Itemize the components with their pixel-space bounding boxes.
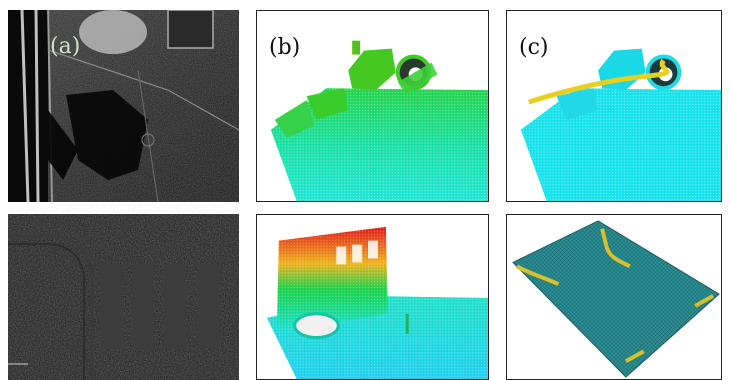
height-colored-cloud-bottom (266, 226, 488, 379)
panel-label-a-top: (a) (50, 34, 81, 59)
classified-cloud-panel-bottom (506, 214, 722, 380)
height-colored-cloud-panel-bottom (256, 214, 489, 380)
panel-label-b-top: (b) (269, 35, 301, 60)
lidar-intensity-image-bottom (8, 214, 239, 380)
panel-label-c-top: (c) (519, 35, 549, 60)
lidar-intensity-image-top (8, 10, 239, 202)
lidar-intensity-panel-bottom (8, 214, 239, 380)
lidar-intensity-panel-top: (a) (8, 10, 239, 202)
classified-cloud-bottom (512, 220, 720, 378)
classified-cloud-top (520, 48, 721, 201)
height-colored-cloud-top (270, 40, 488, 201)
classified-cloud-panel-top: (c) (506, 10, 722, 202)
height-colored-cloud-panel-top: (b) (256, 10, 489, 202)
